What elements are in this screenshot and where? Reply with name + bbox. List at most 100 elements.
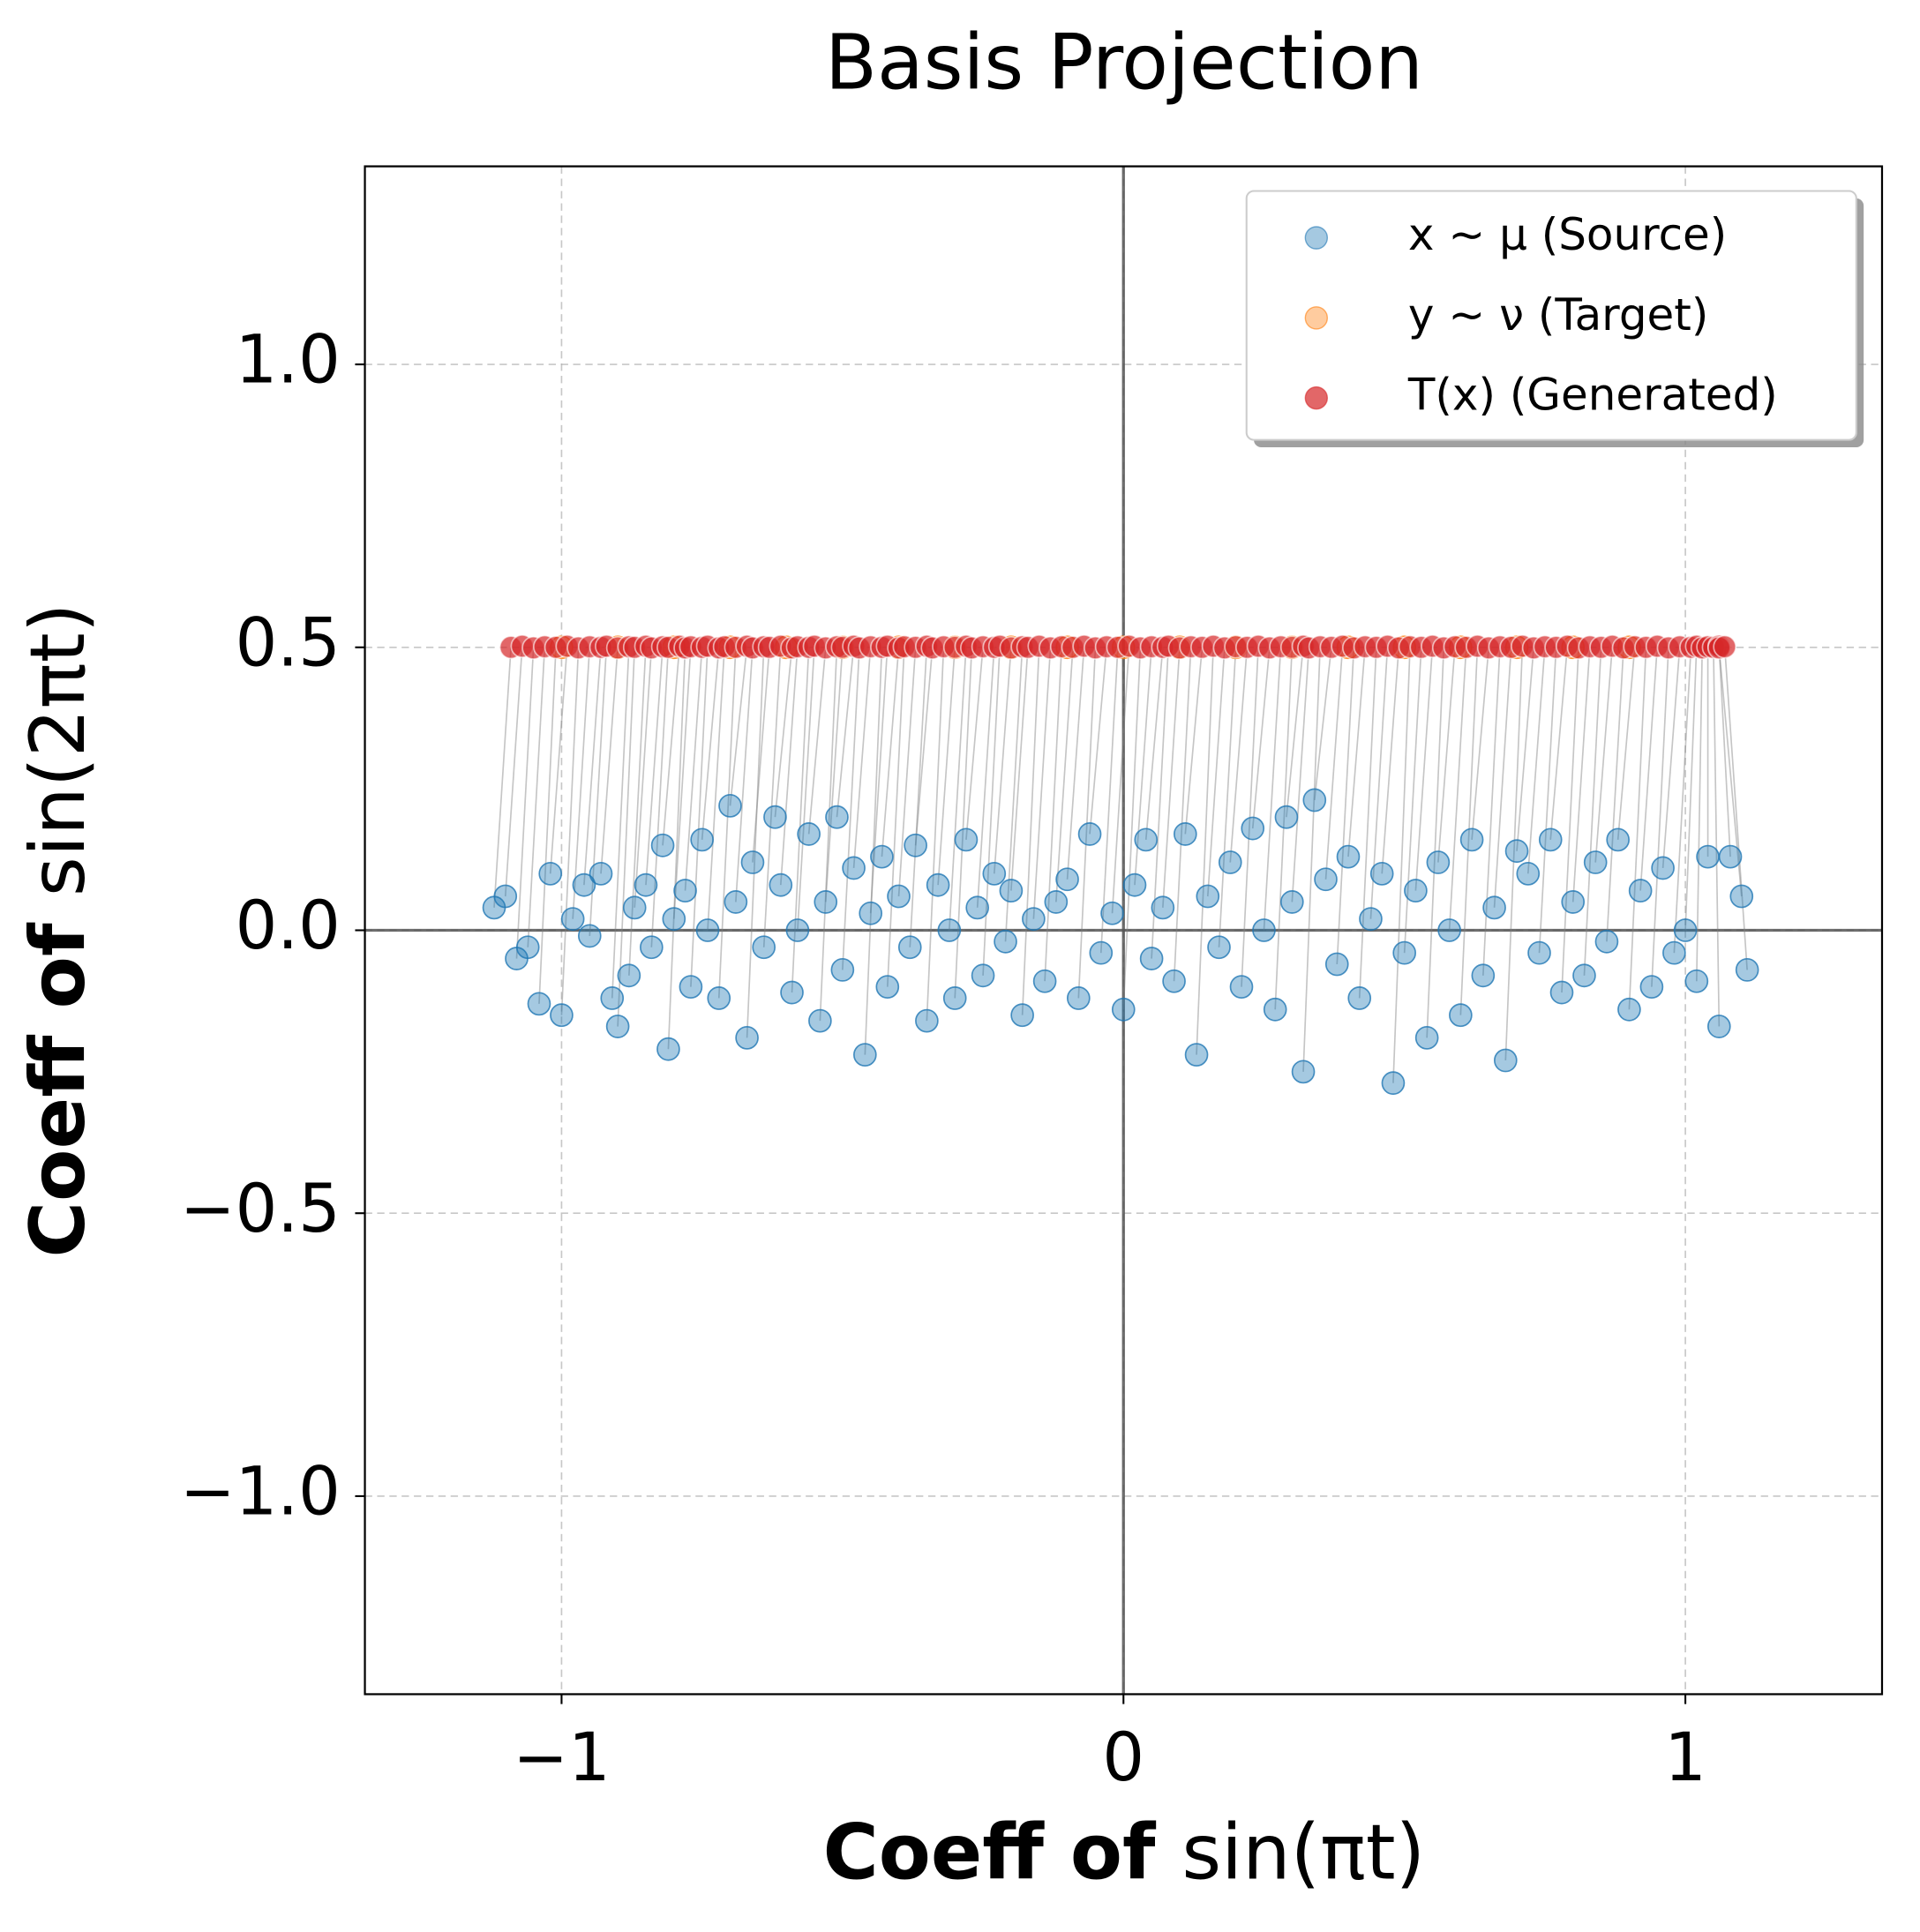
transport-line bbox=[1516, 648, 1534, 851]
transport-line bbox=[897, 647, 917, 897]
x-axis-label: Coeff of sin(πt) bbox=[823, 1808, 1426, 1897]
scatter-point bbox=[1122, 872, 1147, 897]
scatter-point bbox=[842, 856, 866, 880]
transport-line bbox=[1381, 648, 1400, 874]
scatter-point bbox=[1651, 856, 1675, 880]
transport-line bbox=[881, 648, 900, 857]
transport-line bbox=[1336, 648, 1355, 965]
scatter-point bbox=[622, 895, 647, 920]
scatter-point bbox=[797, 822, 821, 846]
scatter-point bbox=[1162, 969, 1186, 993]
transport-line bbox=[791, 647, 810, 993]
scatter-point bbox=[1516, 861, 1541, 886]
transport-line bbox=[628, 646, 647, 976]
scatter-point bbox=[915, 1008, 939, 1033]
scatter-point bbox=[1706, 1015, 1731, 1038]
scatter-point bbox=[640, 935, 664, 960]
scatter-point bbox=[1696, 844, 1720, 869]
scatter-point bbox=[1561, 890, 1586, 914]
transport-line bbox=[1184, 647, 1204, 835]
transport-line bbox=[965, 647, 984, 840]
scatter-point bbox=[1218, 850, 1242, 874]
transport-line bbox=[1263, 647, 1282, 931]
scatter-point bbox=[814, 890, 838, 914]
transport-line bbox=[1055, 647, 1074, 902]
x-label-bold: Coeff of bbox=[823, 1808, 1182, 1897]
transport-line bbox=[1313, 647, 1332, 801]
scatter-point bbox=[904, 833, 927, 857]
transport-line bbox=[690, 646, 709, 987]
plot-frame bbox=[364, 165, 1884, 1696]
transport-line bbox=[1291, 648, 1310, 902]
plot-area bbox=[482, 634, 1759, 1096]
scatter-point bbox=[662, 907, 686, 932]
scatter-point bbox=[527, 992, 551, 1016]
scatter-point bbox=[1673, 918, 1698, 942]
scatter-point bbox=[769, 872, 793, 897]
transport-line bbox=[909, 646, 928, 947]
transport-line bbox=[886, 647, 905, 987]
transport-line bbox=[1347, 647, 1366, 857]
transport-line bbox=[1549, 646, 1569, 840]
scatter-point bbox=[965, 895, 990, 920]
scatter-point bbox=[1549, 980, 1574, 1005]
scatter-point bbox=[825, 805, 849, 829]
transport-line bbox=[1111, 646, 1130, 914]
transport-line bbox=[1044, 647, 1063, 982]
transport-line bbox=[1144, 647, 1164, 840]
transport-line bbox=[583, 647, 602, 886]
scatter-point bbox=[1449, 1003, 1473, 1028]
transport-line bbox=[762, 646, 782, 947]
scatter-point bbox=[1459, 827, 1484, 852]
transport-line bbox=[982, 646, 1001, 976]
transport-line bbox=[869, 646, 889, 914]
scatter-point bbox=[560, 907, 585, 932]
transport-line bbox=[662, 646, 681, 846]
transport-line bbox=[1583, 647, 1602, 976]
transport-line bbox=[515, 648, 535, 959]
scatter-point bbox=[1684, 969, 1709, 993]
scatter-point bbox=[752, 935, 776, 960]
transport-line bbox=[949, 646, 967, 931]
scatter-point bbox=[493, 884, 518, 909]
transport-line bbox=[1218, 647, 1237, 947]
transport-line bbox=[1594, 646, 1614, 863]
transport-line bbox=[1358, 647, 1377, 999]
transport-line bbox=[1302, 647, 1321, 1072]
legend-label: y ∼ ν (Target) bbox=[1408, 288, 1708, 341]
transport-line bbox=[937, 647, 956, 886]
transport-line bbox=[493, 647, 512, 908]
scatter-point bbox=[926, 872, 950, 897]
y-tick-label: 0.0 bbox=[236, 887, 341, 964]
transport-line bbox=[914, 648, 934, 846]
scatter-point bbox=[780, 980, 804, 1005]
transport-line bbox=[1324, 646, 1344, 880]
scatter-point bbox=[605, 1015, 630, 1038]
transport-line bbox=[1286, 646, 1304, 818]
transport-line bbox=[1122, 648, 1142, 1010]
scatter-point bbox=[1151, 895, 1175, 920]
scatter-point bbox=[887, 884, 911, 909]
transport-line bbox=[549, 646, 568, 874]
transport-line bbox=[1723, 647, 1748, 970]
transport-line bbox=[1493, 647, 1512, 908]
scatter-point bbox=[982, 861, 1007, 886]
transport-line bbox=[1196, 646, 1214, 1055]
scatter-point bbox=[1493, 1048, 1518, 1073]
scatter-point bbox=[1196, 884, 1220, 909]
transport-line bbox=[589, 646, 608, 936]
transport-line bbox=[600, 648, 619, 874]
transport-line bbox=[852, 647, 872, 869]
y-axis-label: Coeff of sin(2πt) bbox=[15, 603, 103, 1257]
transport-line bbox=[746, 647, 765, 1038]
scatter-point bbox=[937, 918, 962, 942]
transport-line bbox=[1089, 647, 1107, 835]
transport-line bbox=[1571, 647, 1591, 902]
scatter-point bbox=[1594, 929, 1619, 954]
scatter-point bbox=[1538, 827, 1563, 852]
transport-line bbox=[1229, 647, 1249, 863]
scatter-point bbox=[994, 929, 1017, 954]
transport-line bbox=[645, 647, 664, 886]
transport-line bbox=[842, 648, 860, 970]
